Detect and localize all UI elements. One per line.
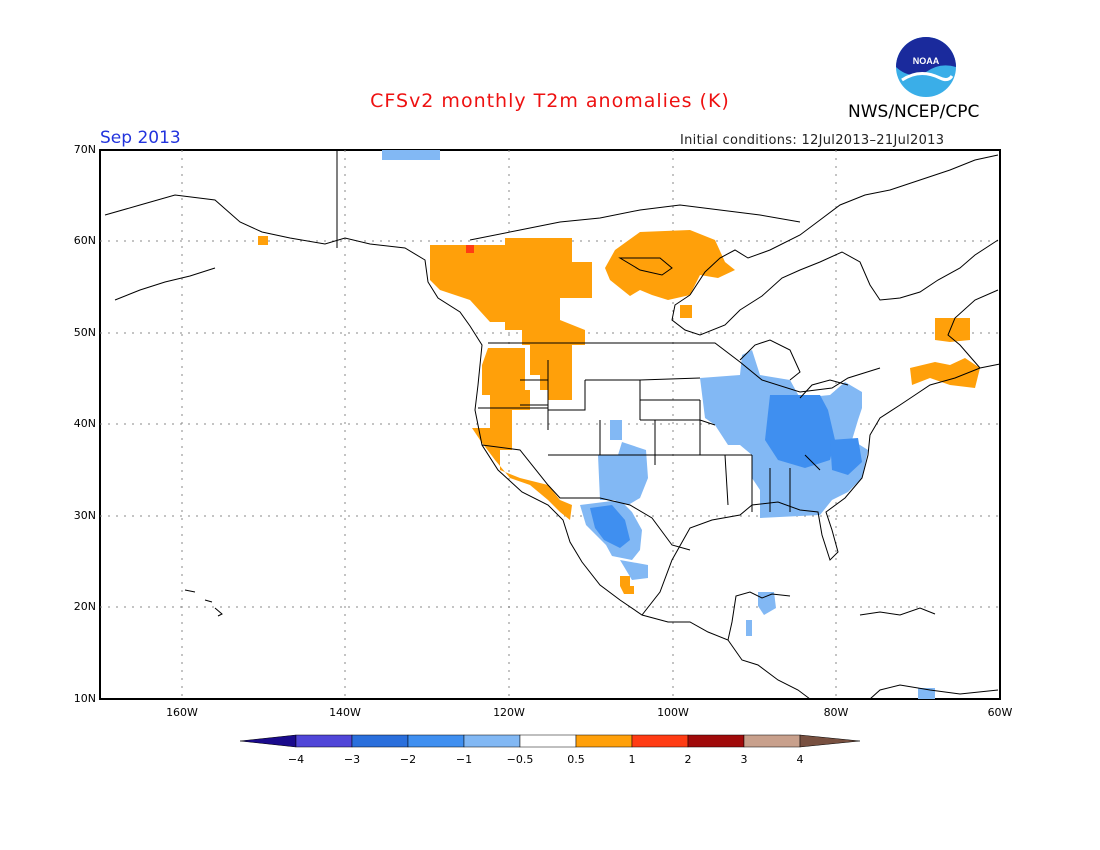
warm-anomaly-hotspot [466, 245, 474, 253]
lat-label-10n: 10N [73, 692, 96, 705]
svg-text:NOAA: NOAA [913, 56, 940, 66]
noaa-logo-icon: NOAA [896, 37, 956, 97]
colorbar-label: −2 [399, 753, 417, 766]
lat-label-40n: 40N [73, 417, 96, 430]
lon-label-140w: 140W [329, 706, 361, 719]
colorbar-label: 3 [740, 753, 748, 766]
lon-label-100w: 100W [657, 706, 689, 719]
colorbar-label: 1 [628, 753, 636, 766]
lat-label-70n: 70N [73, 143, 96, 156]
colorbar-label: 0.5 [567, 753, 585, 766]
colorbar-label: 2 [684, 753, 692, 766]
lon-label-160w: 160W [166, 706, 198, 719]
colorbar-label: −3 [343, 753, 361, 766]
agency-label: NWS/NCEP/CPC [848, 102, 980, 122]
map-title: CFSv2 monthly T2m anomalies (K) [370, 90, 730, 112]
initial-conditions: Initial conditions: 12Jul2013–21Jul2013 [680, 133, 945, 148]
coastlines [104, 154, 1001, 700]
colorbar-label: −0.5 [506, 753, 534, 766]
cool-anomaly-core [590, 395, 862, 548]
lat-label-20n: 20N [73, 600, 96, 613]
forecast-month: Sep 2013 [100, 128, 181, 148]
lat-label-60n: 60N [73, 234, 96, 247]
lon-label-60w: 60W [987, 706, 1013, 719]
colorbar-label: −4 [287, 753, 305, 766]
lon-label-120w: 120W [493, 706, 525, 719]
political-boundaries [336, 150, 881, 551]
warm-anomaly-patches [258, 230, 980, 594]
lon-label-80w: 80W [823, 706, 849, 719]
colorbar-label: 4 [796, 753, 804, 766]
lat-label-30n: 30N [73, 509, 96, 522]
lat-label-50n: 50N [73, 326, 96, 339]
colorbar-label: −1 [455, 753, 473, 766]
colorbar [239, 734, 861, 748]
